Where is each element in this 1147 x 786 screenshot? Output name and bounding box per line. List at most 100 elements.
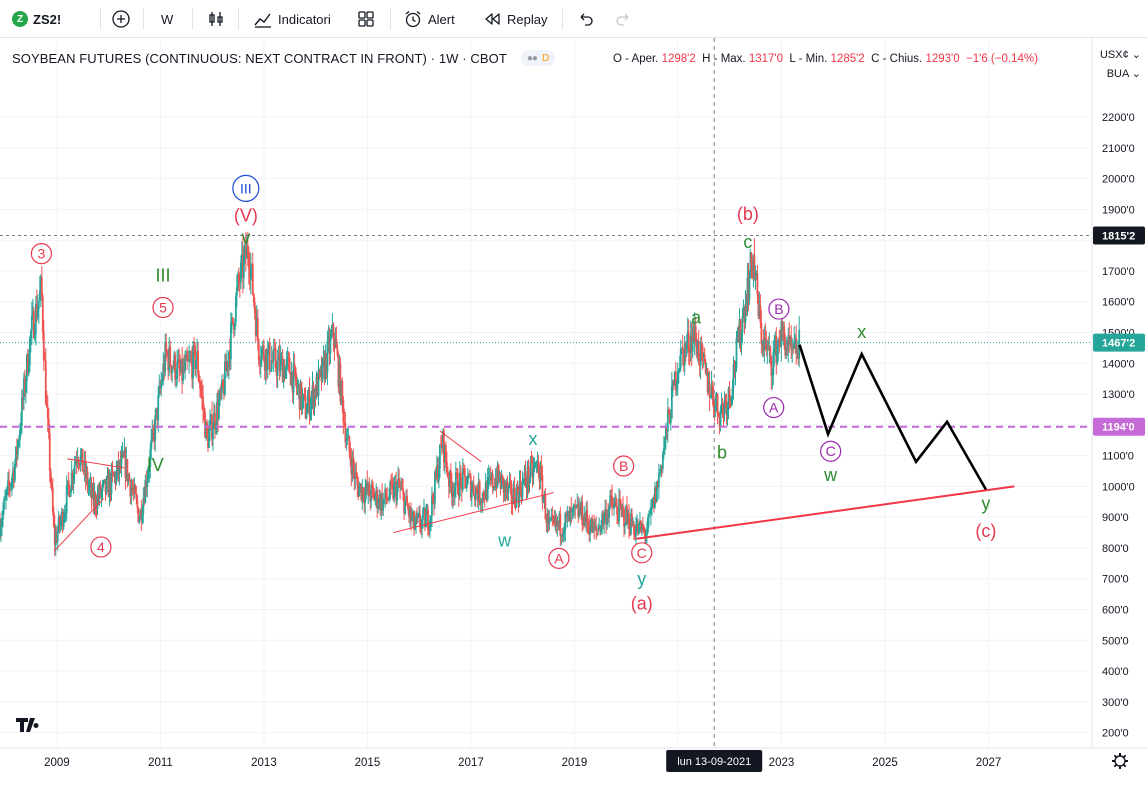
candle-body <box>33 334 36 339</box>
candle-body <box>428 529 430 531</box>
candle-body <box>697 340 700 361</box>
candle-body <box>19 430 21 441</box>
candle-body <box>517 490 520 503</box>
wave-label: 3 <box>38 246 46 262</box>
wave-label-circle <box>548 547 570 569</box>
candle-body <box>61 511 64 527</box>
candle-body <box>731 387 734 397</box>
candle-body <box>330 334 333 337</box>
candle-body <box>597 529 600 531</box>
candle-body <box>55 534 58 542</box>
data-badge[interactable]: ●● D <box>520 50 556 66</box>
candle-body <box>326 340 329 373</box>
indicators-button[interactable]: Indicatori <box>253 7 331 31</box>
candle-body <box>242 255 245 278</box>
interval-button[interactable]: W <box>161 7 173 31</box>
candle-body <box>715 393 718 402</box>
candle-body <box>596 529 599 530</box>
candle-body <box>604 509 607 516</box>
candle-body <box>14 463 16 481</box>
candle-body <box>300 382 303 409</box>
candle-body <box>580 501 583 514</box>
candle-body <box>776 346 779 364</box>
candle-body <box>362 487 365 498</box>
candle-body <box>341 381 344 400</box>
candle-body <box>9 485 11 488</box>
candle-body <box>2 510 4 520</box>
candle-body <box>232 323 235 330</box>
candle-body <box>702 354 705 358</box>
candle-body <box>753 255 756 278</box>
candle-body <box>215 426 217 429</box>
crosshair-date-label: lun 13-09-2021 <box>677 756 751 768</box>
alert-button[interactable]: Alert <box>403 7 455 31</box>
candle-body <box>137 507 140 522</box>
candle-body <box>289 373 292 386</box>
alarm-clock-icon <box>405 11 421 28</box>
candle-body <box>172 367 175 369</box>
candle-body <box>358 486 361 497</box>
candle-body <box>440 444 442 446</box>
replay-button[interactable]: Replay <box>482 7 547 31</box>
candle-body <box>160 382 163 389</box>
candle-body <box>11 477 13 485</box>
price-chart[interactable]: 345IIIIVIII(V)vwxABCy(a)abc(b)ABCwxy(c) … <box>0 38 1147 786</box>
candle-body <box>434 471 436 504</box>
candle-body <box>467 475 470 477</box>
candle-body <box>344 423 347 443</box>
symbol-search-button[interactable]: Z ZS2! <box>12 7 61 31</box>
candle-body <box>5 494 7 499</box>
wave-label: y <box>981 493 990 513</box>
candle-body <box>223 386 225 395</box>
candle-body <box>25 354 28 382</box>
candle-body <box>320 367 323 382</box>
candle-body <box>696 340 699 356</box>
candle-body <box>258 360 261 365</box>
trendline <box>636 485 1015 540</box>
candle-body <box>170 365 173 374</box>
candle-body <box>551 516 554 518</box>
candle-body <box>20 425 22 431</box>
candle-body <box>566 514 569 517</box>
candle-body <box>634 534 636 537</box>
chart-style-button[interactable] <box>206 7 226 31</box>
unit-selector[interactable]: BUA ⌄ <box>1106 68 1141 80</box>
candle-body <box>20 397 23 426</box>
candle-body <box>458 472 461 497</box>
candle-body <box>213 413 215 430</box>
candle-body <box>149 449 152 468</box>
candle-body <box>37 300 40 309</box>
candle-body <box>93 494 96 506</box>
candle-body <box>359 483 362 487</box>
undo-button[interactable] <box>576 7 596 31</box>
compare-button[interactable] <box>111 7 131 31</box>
candle-body <box>657 473 660 488</box>
candle-body <box>730 396 733 402</box>
candle-body <box>655 481 658 502</box>
candle-body <box>45 403 48 408</box>
candle-body <box>676 370 679 384</box>
wave-label-circle <box>768 298 790 320</box>
candle-body <box>560 534 563 536</box>
candle-body <box>409 508 411 517</box>
candle-body <box>779 343 782 347</box>
candle-body <box>601 513 604 526</box>
candle-body <box>144 480 147 504</box>
candle-body <box>443 445 446 463</box>
candle-body <box>337 354 340 387</box>
candle-body <box>302 394 305 397</box>
settings-gear-icon[interactable] <box>1112 753 1128 769</box>
wave-label: x <box>529 429 538 449</box>
candle-body <box>389 481 392 498</box>
candle-body <box>454 472 457 487</box>
candle-body <box>677 370 680 372</box>
currency-selector[interactable]: USX¢ ⌄ <box>1099 49 1141 61</box>
candle-body <box>754 275 757 278</box>
candle-body <box>187 360 190 362</box>
candle-body <box>742 310 745 317</box>
exchange-logo-icon: Z <box>12 11 28 27</box>
layouts-button[interactable] <box>356 7 376 31</box>
candle-body <box>191 359 193 379</box>
redo-button[interactable] <box>613 7 633 31</box>
candle-body <box>279 358 282 371</box>
